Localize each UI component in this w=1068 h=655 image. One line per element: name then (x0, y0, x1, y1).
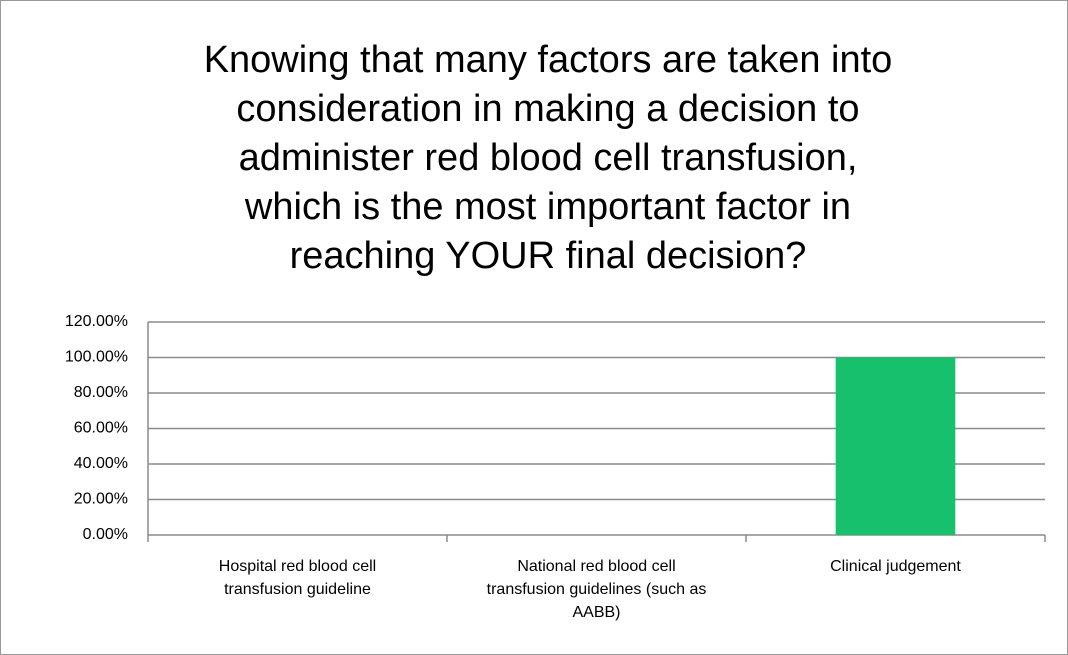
x-tick-label: Clinical judgement (830, 558, 961, 575)
y-tick-label: 60.00% (74, 420, 128, 437)
chart-title: consideration in making a decision to (236, 88, 859, 130)
chart-title: administer red blood cell transfusion, (239, 137, 858, 179)
bar (835, 357, 956, 535)
y-tick-label: 20.00% (74, 491, 128, 508)
y-tick-label: 100.00% (65, 349, 128, 366)
x-tick-label: Hospital red blood cell transfusion guid… (218, 558, 377, 598)
y-tick-label: 40.00% (74, 455, 128, 472)
y-tick-label: 0.00% (83, 526, 128, 543)
chart-title: which is the most important factor in (244, 186, 851, 228)
x-tick-label: National red blood cell transfusion guid… (486, 558, 707, 621)
chart-title: Knowing that many factors are taken into (204, 39, 893, 81)
y-tick-label: 120.00% (65, 313, 128, 330)
chart-title: reaching YOUR final decision? (290, 235, 807, 277)
y-tick-label: 80.00% (74, 384, 128, 401)
